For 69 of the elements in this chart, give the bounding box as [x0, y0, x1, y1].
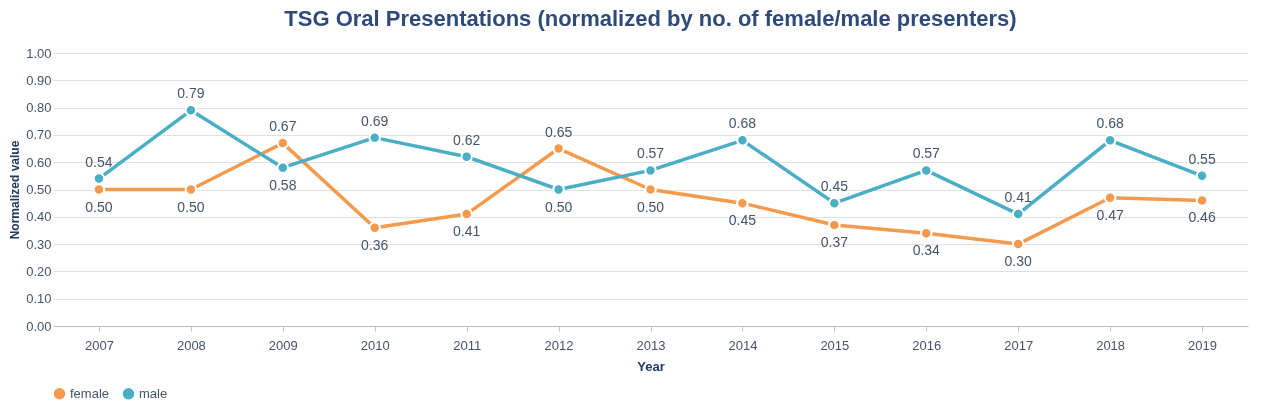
point: [1195, 194, 1209, 207]
y-tick-label: 0.10: [26, 291, 52, 307]
legend-label: male: [139, 385, 168, 401]
point: [184, 104, 198, 117]
data-label: 0.67: [269, 118, 297, 135]
x-tick-label: 2018: [1096, 337, 1126, 353]
x-tick-label: 2010: [360, 337, 390, 353]
y-tick-label: 1.00: [26, 45, 52, 61]
data-label: 0.50: [85, 198, 113, 215]
y-tick-label: 0.00: [26, 318, 52, 334]
y-tick-label: 0.20: [26, 263, 52, 279]
point: [276, 161, 290, 174]
data-label: 0.57: [636, 145, 665, 162]
x-tick-label: 2007: [85, 337, 114, 353]
data-label: 0.79: [177, 85, 205, 102]
x-tick-label: 2012: [544, 337, 574, 353]
x-axis-title: Year: [637, 358, 665, 374]
data-label: 0.55: [1188, 150, 1216, 167]
y-tick-label: 0.70: [26, 127, 52, 143]
x-tick-label: 2019: [1188, 337, 1217, 353]
y-tick-label: 0.60: [26, 154, 52, 170]
point: [1103, 191, 1117, 204]
point: [460, 207, 473, 221]
x-tick-label: 2009: [268, 337, 298, 353]
data-label: 0.58: [269, 176, 297, 193]
point: [1011, 237, 1025, 251]
point: [1103, 134, 1117, 147]
x-tick-label: 2008: [176, 337, 206, 353]
data-label: 0.34: [912, 242, 941, 259]
point: [184, 183, 198, 196]
data-label: 0.30: [1004, 253, 1033, 270]
point: [1011, 207, 1025, 221]
data-label: 0.68: [1096, 115, 1124, 132]
point: [828, 196, 841, 210]
data-label: 0.57: [912, 145, 941, 162]
data-label: 0.68: [728, 115, 757, 132]
data-label: 0.54: [85, 153, 113, 170]
data-label: 0.62: [453, 131, 481, 148]
point: [92, 172, 106, 185]
data-label: 0.65: [544, 123, 573, 140]
point: [92, 183, 106, 196]
x-tick-label: 2017: [1004, 337, 1034, 353]
point: [828, 218, 841, 232]
data-label: 0.41: [1004, 189, 1033, 206]
legend-label: female: [70, 385, 110, 401]
data-label: 0.69: [361, 112, 389, 129]
data-label: 0.46: [1188, 209, 1216, 226]
data-label: 0.45: [728, 212, 757, 229]
x-tick-label: 2011: [453, 337, 482, 353]
data-label: 0.36: [361, 236, 389, 253]
data-label: 0.41: [453, 223, 481, 240]
data-label: 0.50: [177, 198, 205, 215]
data-label: 0.47: [1096, 206, 1124, 223]
x-tick-label: 2013: [636, 337, 666, 353]
data-label: 0.50: [544, 198, 573, 215]
point: [276, 136, 290, 150]
y-tick-label: 0.30: [26, 236, 52, 252]
data-label: 0.50: [636, 198, 665, 215]
y-tick-label: 0.80: [26, 100, 52, 116]
x-tick-label: 2016: [912, 337, 942, 353]
x-tick-label: 2015: [820, 337, 850, 353]
y-tick-label: 0.90: [26, 72, 52, 88]
y-axis-title: Normalized value: [8, 140, 23, 240]
x-tick-label: 2014: [728, 337, 758, 353]
y-tick-label: 0.40: [26, 209, 52, 225]
y-tick-label: 0.50: [26, 182, 52, 197]
data-label: 0.37: [820, 233, 849, 250]
chart-title: TSG Oral Presentations (normalized by no. of female/male presenters): [284, 6, 1017, 31]
data-label: 0.45: [820, 178, 849, 195]
